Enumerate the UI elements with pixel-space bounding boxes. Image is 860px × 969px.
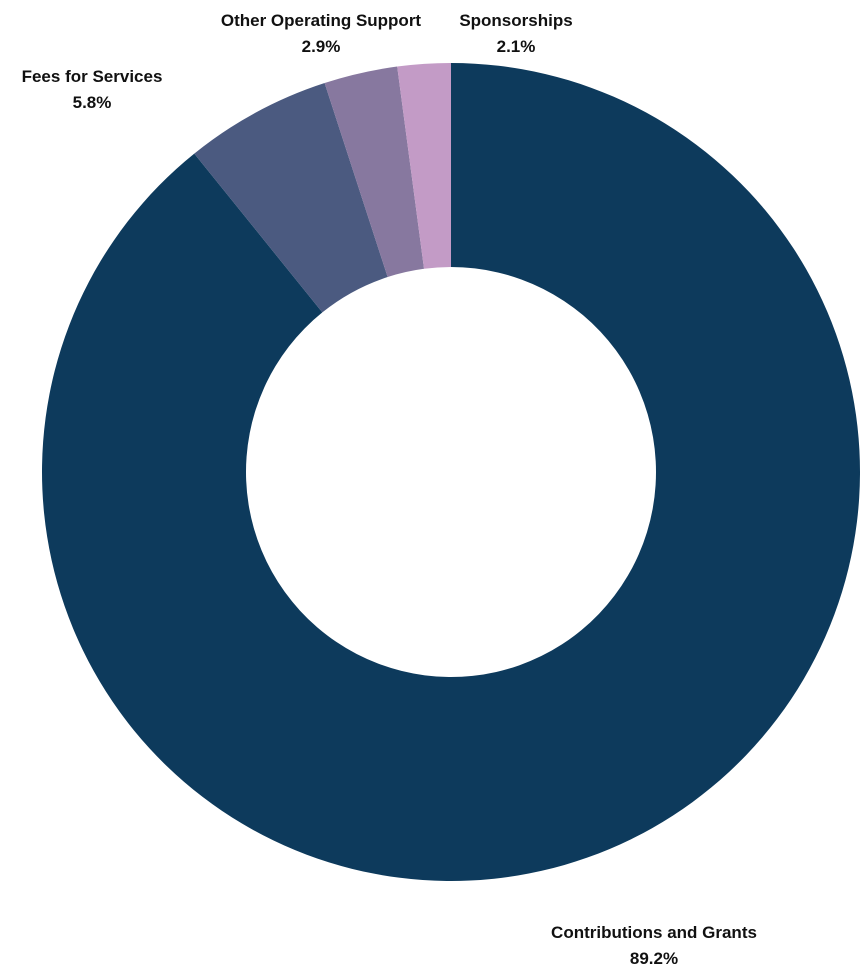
slice-value-sponsorships: 2.1% <box>497 37 536 56</box>
slice-value-fees-for-services: 5.8% <box>73 93 112 112</box>
slice-contributions-and-grants <box>42 63 860 881</box>
slice-sponsorships <box>397 63 451 269</box>
slice-value-other-operating-support: 2.9% <box>302 37 341 56</box>
slice-label-contributions-and-grants: Contributions and Grants <box>551 923 757 942</box>
slice-label-sponsorships: Sponsorships <box>459 11 572 30</box>
slice-other-operating-support <box>324 66 425 278</box>
slice-label-other-operating-support: Other Operating Support <box>221 11 422 30</box>
donut-slices <box>42 63 860 881</box>
slice-labels: Contributions and Grants 89.2% Fees for Se… <box>22 11 757 968</box>
slice-fees-for-services <box>194 83 388 313</box>
slice-value-contributions-and-grants: 89.2% <box>630 949 678 968</box>
slice-label-fees-for-services: Fees for Services <box>22 67 163 86</box>
